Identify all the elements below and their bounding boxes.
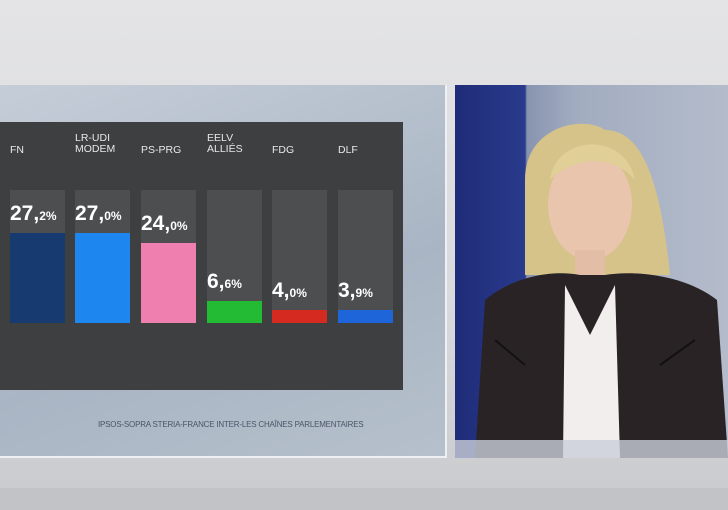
value-dec: 6%	[224, 277, 242, 292]
value-dec: 9%	[355, 286, 373, 301]
category-label: FDG	[272, 144, 295, 156]
value-int: 4,	[272, 278, 290, 302]
value-int: 27,	[75, 202, 105, 226]
value-dec: 0%	[104, 209, 122, 224]
value-label: 27,2%	[10, 202, 57, 226]
video-feed	[455, 85, 728, 458]
value-int: 27,	[10, 201, 40, 225]
category-label: DLF	[338, 144, 358, 156]
value-dec: 2%	[39, 208, 57, 223]
category-label: LR-UDI MODEM	[75, 132, 116, 155]
value-dec: 0%	[289, 285, 307, 300]
value-label: 6,6%	[207, 270, 242, 294]
poll-source: IPSOS-SOPRA STERIA-FRANCE INTER-LES CHAÎ…	[98, 420, 364, 429]
value-dec: 0%	[170, 219, 188, 234]
bar	[338, 310, 393, 323]
value-label: 27,0%	[75, 202, 122, 226]
category-label: PS-PRG	[141, 144, 182, 156]
value-label: 24,0%	[141, 212, 188, 236]
bar	[10, 232, 65, 323]
value-label: 3,9%	[338, 279, 373, 303]
bottom-bar	[0, 488, 728, 510]
category-label: FN	[10, 144, 24, 156]
value-int: 3,	[338, 279, 356, 303]
chart-area	[0, 122, 403, 390]
bar-track	[272, 190, 327, 323]
speaker-image	[455, 123, 728, 458]
bar-track	[207, 190, 262, 323]
bar	[141, 243, 196, 323]
bar	[207, 301, 262, 323]
value-int: 6,	[207, 270, 225, 294]
value-int: 24,	[141, 212, 171, 236]
bar-track	[338, 190, 393, 323]
bar	[272, 309, 327, 323]
bar	[75, 233, 130, 323]
category-label: EELV ALLIÉS	[207, 132, 243, 155]
value-label: 4,0%	[272, 279, 307, 303]
